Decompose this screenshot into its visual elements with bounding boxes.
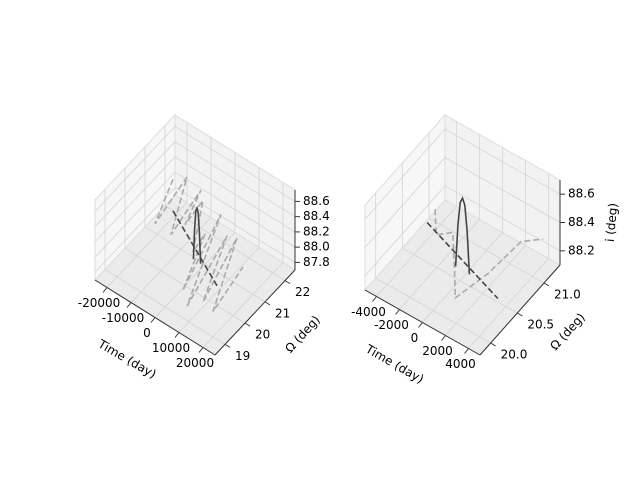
z-tick-label: 87.8 (303, 255, 330, 269)
x-axis-line (364, 289, 481, 356)
grid-line (94, 186, 296, 273)
grid-line (94, 141, 296, 227)
grid-line (375, 193, 491, 344)
z-tick-label: 88.0 (303, 240, 330, 254)
grid-line (364, 185, 561, 277)
y-tick-label: 20.0 (501, 348, 528, 362)
x-tick (441, 335, 446, 341)
y-tick (543, 282, 550, 287)
x-axis-line (94, 279, 216, 356)
y-tick (224, 343, 231, 348)
x-tick-label: -20000 (78, 296, 121, 310)
y-tick-label: 21.0 (554, 288, 581, 302)
grid-line (94, 156, 296, 243)
x-tick-label: 4000 (445, 357, 476, 371)
x-tick (395, 309, 400, 315)
x-tick (150, 317, 156, 323)
grid-line (468, 173, 549, 349)
z-tick-label: 88.2 (568, 243, 595, 257)
y-axis-line (214, 269, 296, 356)
y-tick (490, 342, 496, 347)
grid-line (94, 171, 296, 258)
x-tick (372, 296, 377, 302)
x-tick-label: 10000 (152, 341, 190, 355)
x-tick (102, 287, 108, 293)
y-tick (517, 312, 523, 317)
z-tick-label: 88.6 (568, 187, 595, 201)
data-line (426, 221, 499, 300)
grid-line (399, 134, 480, 310)
y-tick-label: 20 (255, 328, 270, 342)
data-line (172, 210, 218, 287)
grid-line (376, 121, 457, 297)
y-tick (284, 280, 291, 285)
grid-line (422, 147, 503, 323)
data-line (192, 205, 202, 264)
grid-line (428, 133, 545, 284)
y-tick-label: 19 (235, 349, 250, 363)
y-tick (244, 322, 251, 327)
grid-line (94, 125, 296, 212)
z-axis-label: i (deg) (603, 202, 620, 242)
x-tick-label: 0 (143, 326, 151, 340)
grid-line (364, 156, 561, 248)
y-axis-line (479, 264, 561, 356)
x-tick (174, 332, 180, 338)
x-axis-label: Time (day) (95, 336, 159, 381)
z-tick-label: 88.2 (303, 224, 330, 238)
x-tick-label: 20000 (176, 356, 214, 370)
data-line (454, 196, 471, 275)
grid-line (445, 160, 526, 336)
z-tick-label: 88.4 (568, 215, 595, 229)
x-tick-label: 0 (411, 331, 419, 345)
y-tick-label: 22 (295, 285, 310, 299)
x-tick-label: 2000 (422, 344, 453, 358)
x-tick-label: -2000 (374, 318, 409, 332)
data-line (434, 209, 544, 300)
grid-line (364, 128, 561, 220)
x-tick-label: -4000 (351, 305, 386, 319)
x-axis-label: Time (day) (362, 341, 426, 386)
x-tick (464, 348, 469, 354)
y-tick-label: 20.5 (527, 318, 554, 332)
x-tick (126, 302, 132, 308)
x-tick (198, 347, 204, 353)
z-tick-label: 88.4 (303, 209, 330, 223)
x-tick-label: -10000 (102, 311, 145, 325)
z-tick-label: 88.6 (303, 194, 330, 208)
y-tick-label: 21 (275, 306, 290, 320)
x-tick (418, 322, 423, 328)
grid-line (401, 163, 518, 314)
y-tick (264, 301, 271, 306)
